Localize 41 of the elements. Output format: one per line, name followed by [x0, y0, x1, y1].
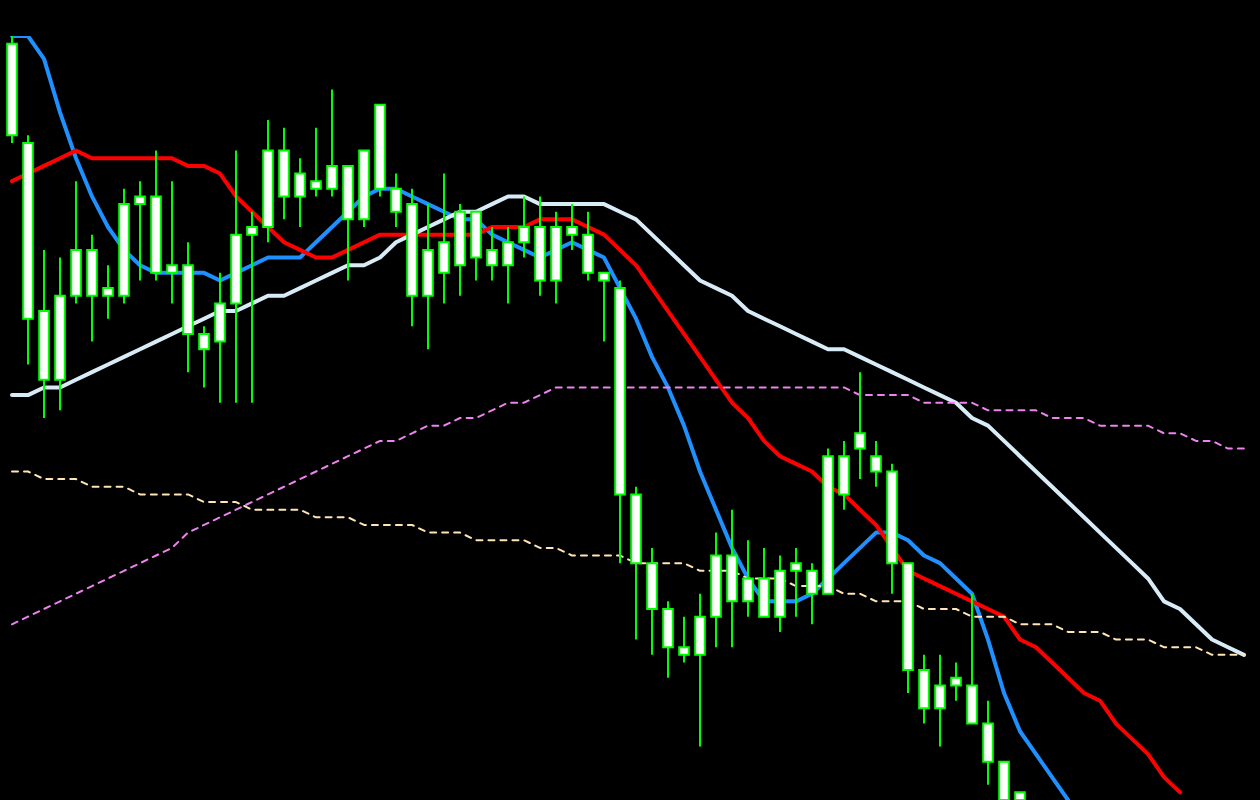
candlestick: [518, 195, 530, 259]
candlestick: [582, 210, 594, 282]
candlestick: [86, 233, 98, 343]
candlestick: [470, 210, 482, 282]
candlestick: [694, 592, 706, 748]
candlestick: [950, 661, 962, 702]
candlestick: [310, 126, 322, 198]
candlestick: [838, 439, 850, 511]
candlestick: [678, 615, 690, 664]
candlestick: [214, 271, 226, 404]
candlestick: [646, 546, 658, 656]
candlestick: [982, 699, 994, 786]
candlestick: [294, 157, 306, 228]
candlestick: [806, 562, 818, 626]
candlestick: [598, 271, 610, 343]
candlestick: [102, 264, 114, 320]
candlestick: [246, 210, 258, 404]
candlestick: [486, 226, 498, 282]
candlestick: [966, 592, 978, 725]
candlestick: [774, 554, 786, 633]
candlestick: [870, 439, 882, 488]
candlestick: [422, 203, 434, 351]
candlestick: [502, 226, 514, 305]
candlestick: [70, 180, 82, 305]
candlestick: [662, 600, 674, 679]
candlestick: [918, 653, 930, 725]
candlestick: [166, 180, 178, 305]
candlestick: [438, 172, 450, 305]
candlestick: [566, 203, 578, 251]
candlestick: [934, 653, 946, 748]
candlestick: [278, 126, 290, 221]
candlestick: [998, 760, 1010, 800]
candlestick: [726, 508, 738, 649]
candlestick: [134, 180, 146, 282]
candlestick: [390, 172, 402, 228]
candlestick: [326, 88, 338, 198]
candlestick: [198, 325, 210, 389]
candlestick: [790, 546, 802, 618]
candlestick: [758, 546, 770, 618]
candlestick: [742, 539, 754, 618]
candlestick: [854, 371, 866, 481]
